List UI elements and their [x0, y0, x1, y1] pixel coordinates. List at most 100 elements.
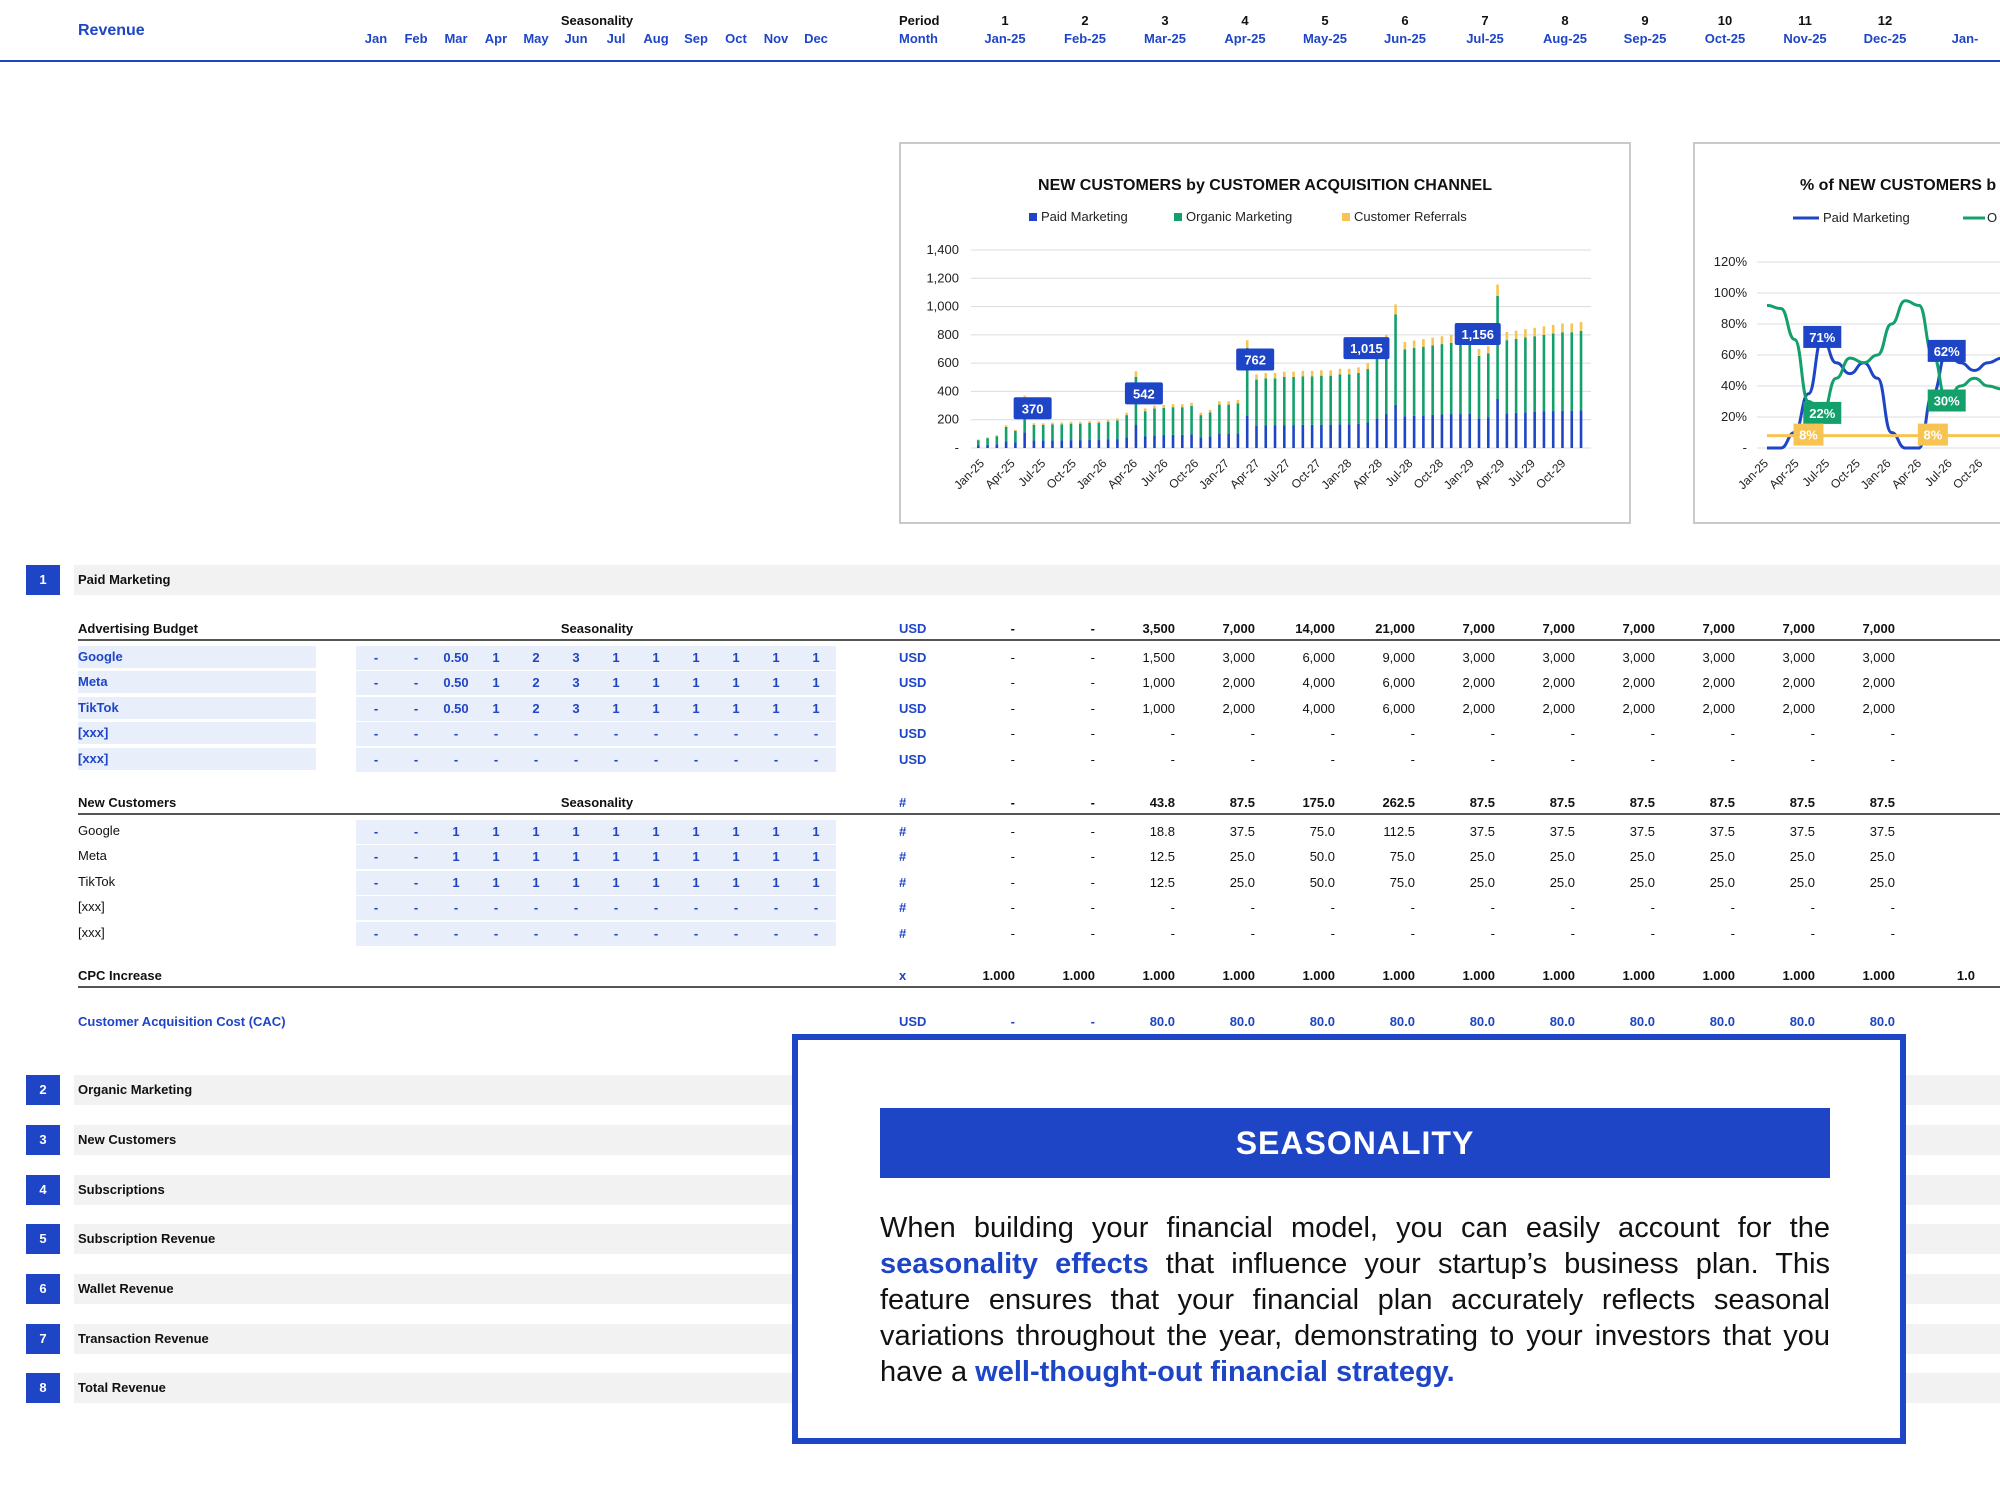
section-label[interactable]: Transaction Revenue: [78, 1331, 209, 1346]
seasonality-input[interactable]: 1: [492, 824, 500, 839]
seasonality-input[interactable]: -: [413, 824, 419, 839]
seasonality-input[interactable]: -: [733, 726, 739, 742]
seasonality-input[interactable]: -: [613, 925, 619, 941]
seasonality-input[interactable]: 1: [572, 849, 580, 865]
seasonality-input[interactable]: 1: [652, 675, 660, 691]
seasonality-input[interactable]: -: [493, 925, 499, 941]
section-label[interactable]: Subscription Revenue: [78, 1231, 216, 1246]
section-number[interactable]: 6: [26, 1274, 60, 1304]
seasonality-input[interactable]: 1: [812, 675, 820, 691]
seasonality-input[interactable]: 1: [572, 824, 580, 839]
seasonality-input[interactable]: 1: [732, 874, 740, 890]
seasonality-input[interactable]: -: [613, 726, 619, 742]
seasonality-input-row[interactable]: [356, 870, 836, 895]
section-number[interactable]: 8: [26, 1373, 60, 1403]
section-label[interactable]: Organic Marketing: [78, 1082, 193, 1097]
seasonality-input[interactable]: 1: [492, 650, 500, 665]
seasonality-input[interactable]: -: [373, 824, 379, 839]
row-label[interactable]: TikTok: [78, 696, 316, 719]
seasonality-input[interactable]: 1: [612, 849, 620, 865]
seasonality-input[interactable]: 0.50: [443, 700, 469, 716]
seasonality-input[interactable]: 1: [652, 824, 660, 839]
seasonality-input[interactable]: 1: [652, 874, 660, 890]
section-number[interactable]: 4: [26, 1175, 60, 1205]
seasonality-input[interactable]: 3: [572, 650, 580, 665]
seasonality-input[interactable]: -: [613, 900, 619, 916]
seasonality-input[interactable]: -: [773, 925, 779, 941]
seasonality-input[interactable]: -: [693, 925, 699, 941]
seasonality-input[interactable]: -: [413, 874, 419, 890]
seasonality-input[interactable]: -: [493, 900, 499, 916]
seasonality-input[interactable]: 1: [812, 874, 820, 890]
seasonality-input[interactable]: 1: [772, 650, 780, 665]
seasonality-input[interactable]: 1: [492, 849, 500, 865]
seasonality-input[interactable]: -: [733, 900, 739, 916]
seasonality-input[interactable]: -: [453, 900, 459, 916]
seasonality-input-row[interactable]: [356, 845, 836, 870]
seasonality-input[interactable]: 0.50: [443, 675, 469, 691]
seasonality-input[interactable]: -: [653, 925, 659, 941]
seasonality-input[interactable]: 1: [652, 700, 660, 716]
seasonality-input[interactable]: 1: [612, 675, 620, 691]
seasonality-input[interactable]: 1: [772, 675, 780, 691]
seasonality-input[interactable]: 1: [772, 849, 780, 865]
seasonality-input[interactable]: -: [413, 650, 419, 665]
seasonality-input[interactable]: 1: [812, 650, 820, 665]
row-label[interactable]: [xxx]: [78, 747, 316, 770]
seasonality-input[interactable]: -: [733, 751, 739, 767]
seasonality-input[interactable]: 1: [612, 700, 620, 716]
seasonality-input-row[interactable]: [356, 921, 836, 946]
seasonality-input[interactable]: 1: [532, 849, 540, 865]
seasonality-input[interactable]: -: [733, 925, 739, 941]
seasonality-input[interactable]: -: [373, 675, 379, 691]
seasonality-input[interactable]: 1: [612, 650, 620, 665]
seasonality-input[interactable]: 1: [732, 849, 740, 865]
seasonality-input[interactable]: -: [413, 925, 419, 941]
section-number[interactable]: 5: [26, 1224, 60, 1254]
seasonality-input[interactable]: 1: [812, 849, 820, 865]
seasonality-input[interactable]: -: [413, 751, 419, 767]
seasonality-input[interactable]: -: [813, 925, 819, 941]
section-label[interactable]: Total Revenue: [78, 1380, 166, 1395]
seasonality-input[interactable]: -: [693, 726, 699, 742]
seasonality-input[interactable]: 2: [532, 650, 540, 665]
section-bar[interactable]: [74, 565, 2000, 595]
seasonality-input[interactable]: -: [573, 925, 579, 941]
seasonality-input[interactable]: -: [413, 700, 419, 716]
row-label[interactable]: Meta: [78, 671, 316, 694]
seasonality-input-row[interactable]: [356, 722, 836, 747]
seasonality-input[interactable]: 1: [772, 824, 780, 839]
seasonality-input[interactable]: 1: [812, 824, 820, 839]
seasonality-input[interactable]: -: [453, 925, 459, 941]
seasonality-input[interactable]: -: [533, 751, 539, 767]
seasonality-input[interactable]: -: [493, 751, 499, 767]
seasonality-input[interactable]: -: [533, 726, 539, 742]
section-label[interactable]: Paid Marketing: [78, 572, 171, 587]
seasonality-input-row[interactable]: [356, 671, 836, 696]
seasonality-input[interactable]: 3: [572, 700, 580, 716]
seasonality-input[interactable]: 1: [492, 874, 500, 890]
seasonality-input[interactable]: 1: [452, 849, 460, 865]
seasonality-input[interactable]: -: [453, 726, 459, 742]
seasonality-input[interactable]: 2: [532, 675, 540, 691]
seasonality-input[interactable]: 1: [452, 824, 460, 839]
seasonality-input[interactable]: 1: [692, 874, 700, 890]
seasonality-input[interactable]: 1: [812, 700, 820, 716]
seasonality-input-row[interactable]: [356, 820, 836, 844]
seasonality-input[interactable]: -: [453, 751, 459, 767]
seasonality-input[interactable]: -: [653, 900, 659, 916]
seasonality-input[interactable]: 1: [612, 874, 620, 890]
seasonality-input-row[interactable]: [356, 646, 836, 670]
seasonality-input[interactable]: -: [373, 925, 379, 941]
seasonality-input[interactable]: -: [493, 726, 499, 742]
seasonality-input[interactable]: 1: [772, 874, 780, 890]
seasonality-input[interactable]: 1: [692, 849, 700, 865]
seasonality-input[interactable]: -: [413, 675, 419, 691]
seasonality-input[interactable]: 1: [652, 849, 660, 865]
seasonality-input[interactable]: 1: [692, 675, 700, 691]
seasonality-input[interactable]: 1: [652, 650, 660, 665]
seasonality-input[interactable]: 2: [532, 700, 540, 716]
seasonality-input-row[interactable]: [356, 696, 836, 721]
seasonality-input[interactable]: -: [413, 900, 419, 916]
seasonality-input[interactable]: 1: [772, 700, 780, 716]
